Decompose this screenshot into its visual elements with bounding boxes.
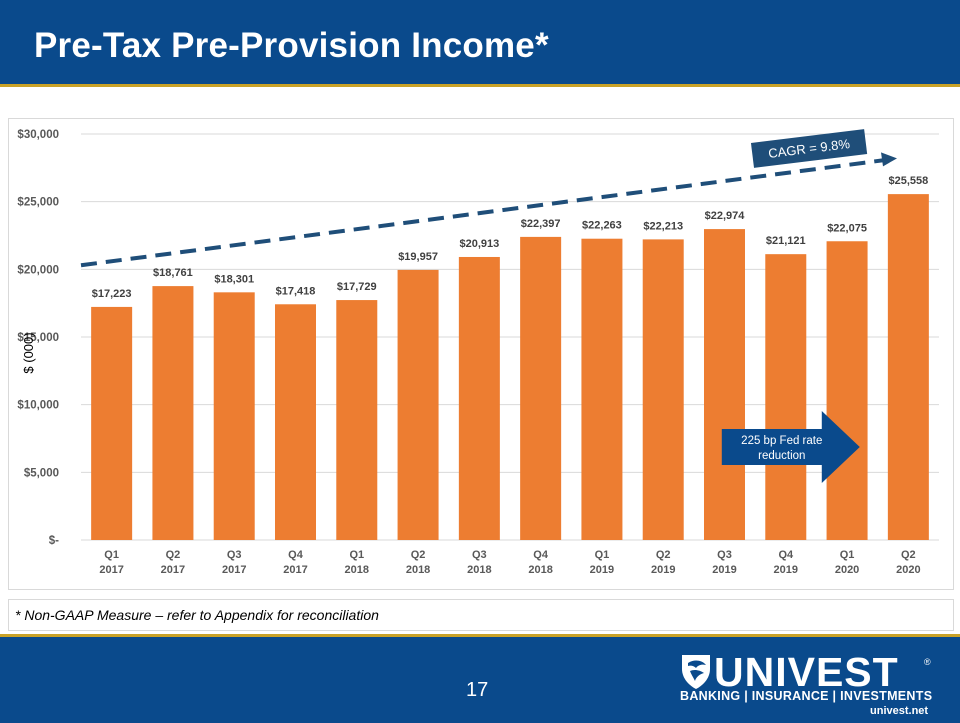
x-tick-label-quarter: Q2 — [656, 549, 671, 561]
logo-registered-mark: ® — [924, 657, 931, 667]
y-tick-label: $30,000 — [17, 129, 59, 141]
footer-bar: 17 UNIVEST ® BANKING | INSURANCE | INVES… — [0, 634, 960, 723]
data-label: $17,729 — [337, 281, 377, 293]
x-tick-label-year: 2018 — [406, 564, 430, 576]
x-tick-label-quarter: Q2 — [411, 549, 426, 561]
x-tick-label-year: 2017 — [161, 564, 185, 576]
x-tick-label-year: 2018 — [528, 564, 552, 576]
x-tick-label-quarter: Q4 — [533, 549, 549, 561]
x-tick-label-quarter: Q3 — [472, 549, 487, 561]
page-number: 17 — [466, 679, 489, 701]
y-tick-label: $15,000 — [17, 332, 59, 344]
x-tick-label-year: 2020 — [835, 564, 859, 576]
data-label: $25,558 — [888, 175, 928, 187]
footnote-box: * Non-GAAP Measure – refer to Appendix f… — [8, 599, 954, 631]
x-tick-label-year: 2019 — [712, 564, 736, 576]
y-tick-label: $10,000 — [17, 400, 59, 412]
bar — [213, 292, 255, 540]
bar — [704, 229, 745, 540]
logo-tagline: BANKING | INSURANCE | INVESTMENTS — [680, 689, 933, 703]
bar — [581, 238, 623, 540]
bar — [91, 306, 133, 540]
x-tick-label-year: 2020 — [896, 564, 920, 576]
trend-arrowhead — [881, 152, 897, 167]
x-tick-label-quarter: Q2 — [166, 549, 181, 561]
bar-chart: $- $5,000 $10,000 $15,000 $20,000 $25,000 $30,… — [17, 129, 939, 576]
data-label: $18,761 — [153, 267, 193, 279]
logo-wordmark: UNIVEST — [714, 649, 899, 695]
x-tick-label-quarter: Q2 — [901, 549, 916, 561]
page-title: Pre-Tax Pre-Provision Income* — [34, 26, 549, 65]
data-label: $20,913 — [459, 238, 499, 250]
header-bar: Pre-Tax Pre-Provision Income* — [0, 0, 960, 87]
y-tick-label: $- — [49, 535, 59, 547]
annotation-line2: reduction — [758, 450, 805, 462]
data-label: $18,301 — [214, 273, 254, 285]
x-tick-label-year: 2018 — [345, 564, 369, 576]
x-tick-label-quarter: Q1 — [104, 549, 119, 561]
bar — [826, 241, 868, 541]
x-tick-label-year: 2019 — [651, 564, 675, 576]
x-tick-label-year: 2017 — [222, 564, 246, 576]
x-tick-label-year: 2019 — [590, 564, 614, 576]
x-tick-label-year: 2019 — [774, 564, 798, 576]
data-label: $22,213 — [643, 220, 683, 232]
data-label: $22,397 — [521, 218, 561, 230]
y-tick-label: $20,000 — [17, 264, 59, 276]
x-tick-label-quarter: Q4 — [778, 549, 794, 561]
y-axis-label: $ (000) — [21, 332, 36, 373]
data-label: $19,957 — [398, 251, 438, 263]
fed-rate-arrow-icon — [721, 411, 860, 483]
bar — [275, 304, 316, 540]
x-tick-label-quarter: Q1 — [349, 549, 364, 561]
bar — [765, 254, 807, 540]
data-label: $21,121 — [766, 235, 806, 247]
x-tick-label-quarter: Q3 — [717, 549, 732, 561]
bar — [520, 236, 562, 541]
x-tick-label-quarter: Q1 — [840, 549, 855, 561]
x-tick-label-year: 2017 — [99, 564, 123, 576]
data-label: $22,075 — [827, 222, 867, 234]
cagr-label-group: CAGR = 9.8% — [750, 129, 868, 168]
x-tick-label-quarter: Q4 — [288, 549, 304, 561]
footnote: * Non-GAAP Measure – refer to Appendix f… — [15, 607, 379, 623]
x-tick-label-year: 2017 — [283, 564, 307, 576]
bar — [336, 300, 378, 540]
x-tick-label-quarter: Q1 — [595, 549, 610, 561]
y-tick-label: $5,000 — [24, 467, 59, 479]
data-label: $17,418 — [276, 285, 316, 297]
cagr-label-box — [750, 129, 868, 168]
eagle-logo-icon — [682, 655, 710, 689]
data-label: $22,974 — [705, 210, 746, 222]
x-tick-label-quarter: Q3 — [227, 549, 242, 561]
trend-line — [80, 157, 888, 268]
data-label: $17,223 — [92, 288, 132, 300]
y-tick-label: $25,000 — [17, 197, 59, 209]
bar — [397, 269, 439, 540]
x-tick-label-year: 2018 — [467, 564, 491, 576]
data-label: $22,263 — [582, 220, 622, 232]
univest-logo: UNIVEST ® BANKING | INSURANCE | INVESTME… — [680, 649, 942, 719]
chart-frame: $- $5,000 $10,000 $15,000 $20,000 $25,000 $30,… — [8, 118, 954, 590]
logo-url: univest.net — [870, 705, 929, 717]
bar — [887, 194, 929, 541]
bar — [642, 239, 684, 540]
bar — [152, 286, 194, 540]
annotation-line1: 225 bp Fed rate — [741, 435, 822, 447]
bar — [458, 256, 500, 540]
